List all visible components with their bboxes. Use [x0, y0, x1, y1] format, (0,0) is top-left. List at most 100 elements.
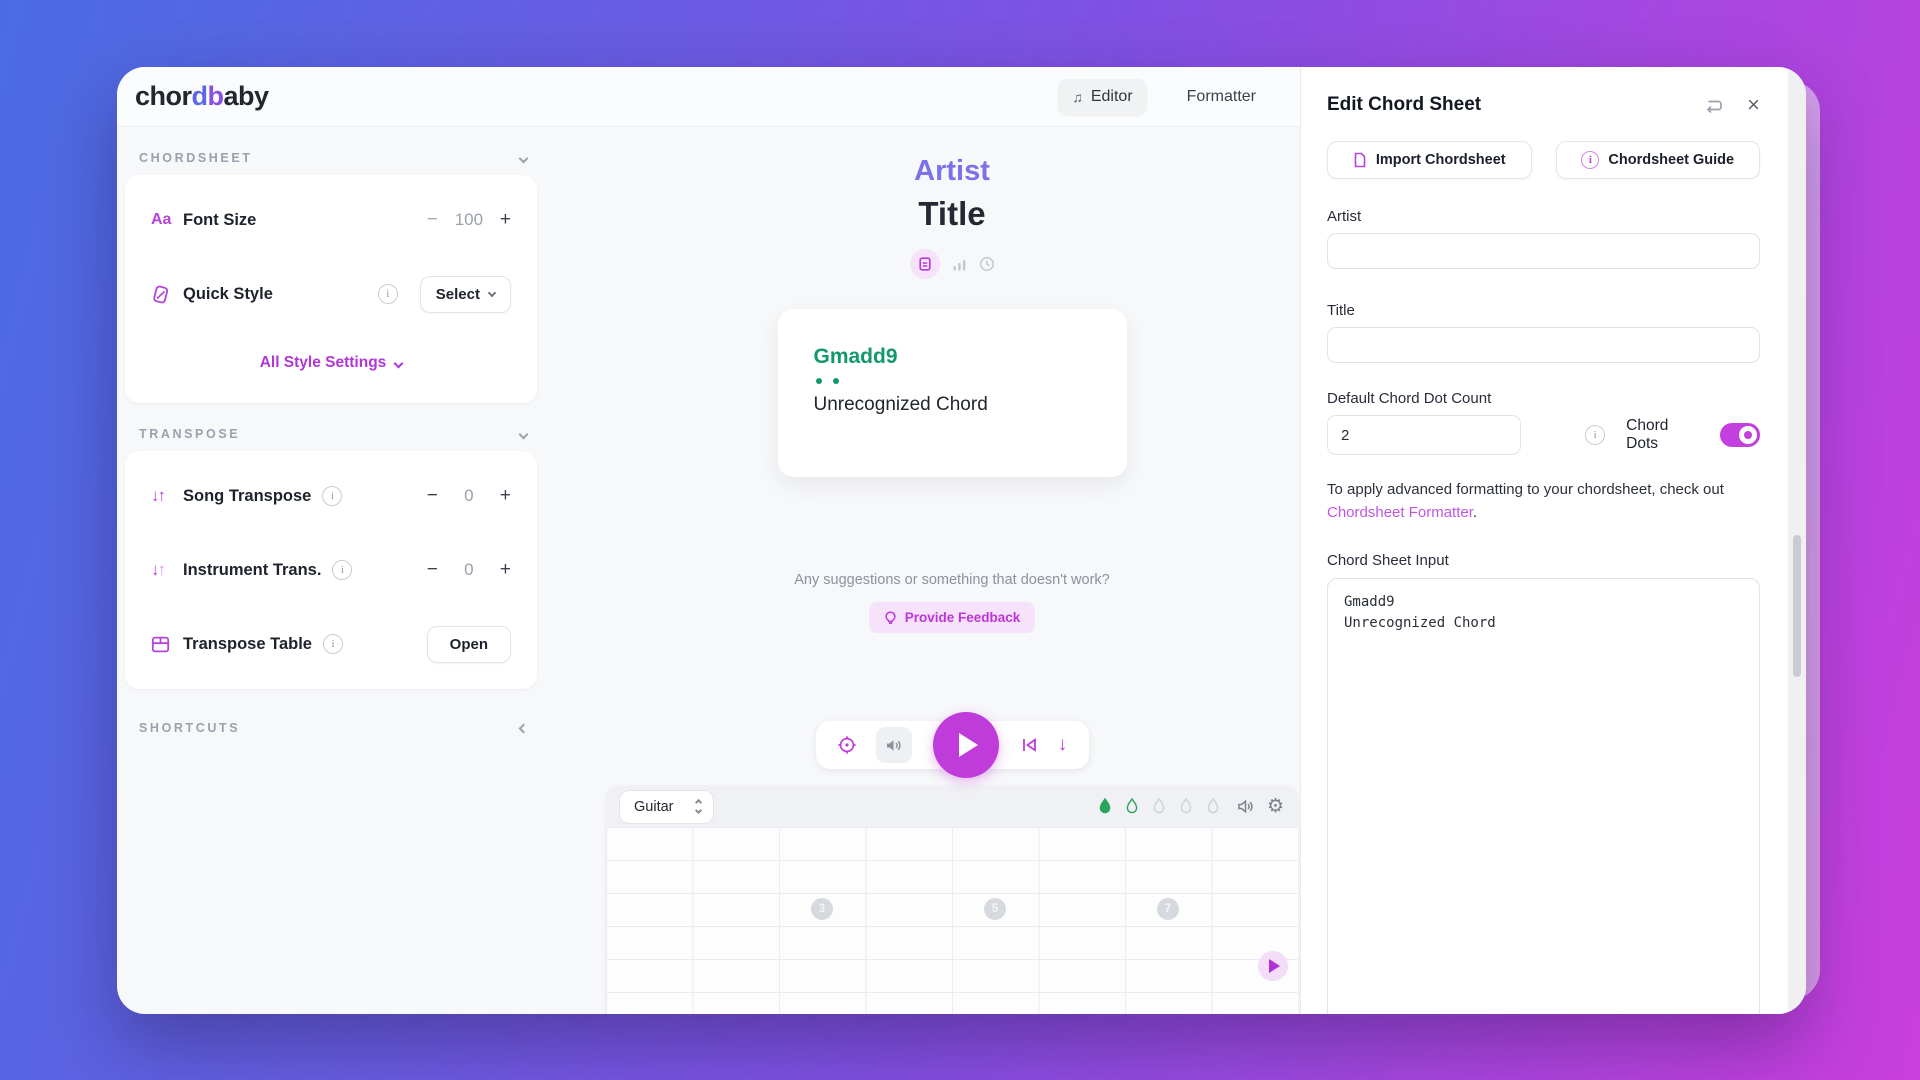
section-chordsheet[interactable]: CHORDSHEET: [125, 141, 537, 175]
chord-dots-toggle[interactable]: [1720, 423, 1760, 447]
logo-note-b: b: [207, 81, 225, 111]
quick-style-select-button[interactable]: Select: [419, 275, 511, 313]
transpose-table-open-label: Open: [449, 635, 488, 653]
font-size-value: 100: [454, 210, 484, 229]
song-transpose-decrease-button[interactable]: −: [426, 485, 438, 506]
guide-info-icon: i: [1581, 151, 1600, 169]
song-artist[interactable]: Artist: [914, 155, 990, 187]
chord-card[interactable]: Gmadd9 Unrecognized Chord: [777, 309, 1127, 477]
app-header: chordbaby ♫ Editor Formatter: [117, 67, 1300, 127]
skip-to-start-icon[interactable]: [1020, 737, 1039, 753]
font-size-increase-button[interactable]: +: [499, 209, 511, 230]
fretboard-panel: Guitar: [606, 786, 1298, 1014]
instrument-transpose-arrows-icon: ↓↑: [151, 560, 166, 579]
difficulty-flame-2-icon[interactable]: [1123, 797, 1141, 816]
dot-count-spinner: [1327, 415, 1522, 455]
chordsheet-guide-label: Chordsheet Guide: [1608, 152, 1735, 168]
section-shortcuts[interactable]: SHORTCUTS: [125, 711, 537, 745]
song-title[interactable]: Title: [918, 195, 986, 232]
mute-toggle-button[interactable]: [875, 727, 912, 763]
app-window: chordbaby ♫ Editor Formatter CHORDSHEET: [117, 67, 1806, 1014]
chevron-down-icon: [518, 429, 529, 439]
transpose-table-open-button[interactable]: Open: [426, 625, 511, 663]
fret-marker-3: 3: [811, 898, 833, 920]
all-style-settings-label: All Style Settings: [259, 354, 387, 371]
chord-sheet-textarea[interactable]: Gmadd9 Unrecognized Chord: [1327, 577, 1760, 1014]
song-transpose-value: 0: [464, 486, 474, 505]
tab-formatter[interactable]: Formatter: [1173, 79, 1270, 115]
fretboard-grid[interactable]: 3 5 7: [606, 827, 1298, 1014]
transpose-table-info-icon[interactable]: i: [323, 634, 343, 654]
play-icon: [958, 733, 978, 757]
dot-count-label: Default Chord Dot Count: [1327, 390, 1492, 407]
sidebar: CHORDSHEET Aa Font Size − 100 +: [117, 127, 557, 1014]
import-chordsheet-button[interactable]: Import Chordsheet: [1327, 141, 1532, 179]
quick-style-info-icon[interactable]: i: [377, 284, 398, 304]
history-clock-icon[interactable]: [979, 256, 995, 272]
instrument-transpose-info-icon[interactable]: i: [332, 560, 353, 580]
fretboard-speaker-icon[interactable]: [1237, 799, 1254, 814]
song-transpose-row: ↓↑ Song Transpose i − 0 +: [125, 459, 537, 533]
chord-dots-label: Chord Dots: [1626, 417, 1669, 452]
song-transpose-info-icon[interactable]: i: [322, 486, 343, 506]
logo-note-d: d: [191, 81, 209, 111]
chordsheet-formatter-link[interactable]: Chordsheet Formatter: [1327, 504, 1473, 522]
fretboard-settings-icon[interactable]: ⚙: [1266, 796, 1284, 817]
tab-formatter-label: Formatter: [1186, 87, 1256, 105]
instrument-transpose-stepper: − 0 +: [427, 559, 511, 581]
chord-dots-info-icon[interactable]: i: [1585, 425, 1606, 445]
instrument-transpose-increase-button[interactable]: +: [499, 559, 511, 580]
editor-canvas: Artist Title: [557, 127, 1300, 1014]
play-icon: [1269, 959, 1280, 973]
song-transpose-increase-button[interactable]: +: [499, 485, 511, 506]
transpose-card: ↓↑ Song Transpose i − 0 + ↓↑: [125, 451, 537, 689]
font-size-stepper: − 100 +: [427, 209, 511, 231]
play-button[interactable]: [932, 712, 999, 778]
provide-feedback-label: Provide Feedback: [904, 610, 1021, 625]
difficulty-flame-4-icon[interactable]: [1177, 797, 1195, 816]
tab-editor-label: Editor: [1090, 87, 1133, 105]
title-input[interactable]: [1327, 327, 1760, 363]
artist-field-label: Artist: [1327, 208, 1362, 225]
formatter-note: To apply advanced formatting to your cho…: [1327, 481, 1724, 522]
dot-count-input[interactable]: [1328, 416, 1521, 454]
instrument-transpose-label: Instrument Trans.: [183, 560, 322, 579]
toggle-knob: [1739, 426, 1757, 444]
section-transpose[interactable]: TRANSPOSE: [125, 417, 537, 451]
instrument-select[interactable]: Guitar: [619, 789, 714, 824]
difficulty-flame-1-icon[interactable]: [1096, 797, 1114, 816]
quick-style-row: Quick Style i Select: [125, 257, 537, 331]
edit-chord-sheet-panel: Edit Chord Sheet ×: [1300, 67, 1806, 1014]
song-transpose-label: Song Transpose: [183, 486, 312, 505]
quick-style-select-label: Select: [435, 285, 480, 303]
difficulty-flame-3-icon[interactable]: [1150, 797, 1168, 816]
view-tabs: ♫ Editor Formatter: [1058, 78, 1270, 115]
difficulty-flame-5-icon[interactable]: [1204, 797, 1222, 816]
quick-style-label: Quick Style: [183, 284, 273, 303]
scroll-down-icon[interactable]: ↓: [1057, 734, 1068, 755]
song-meta-icons: [606, 249, 1298, 279]
lightbulb-icon: [885, 610, 896, 624]
close-panel-icon[interactable]: ×: [1747, 92, 1760, 117]
panel-scrollbar[interactable]: [1788, 67, 1806, 1014]
section-shortcuts-label: SHORTCUTS: [139, 721, 241, 735]
chevron-left-icon: [518, 723, 529, 733]
tab-editor[interactable]: ♫ Editor: [1058, 78, 1147, 115]
chordsheet-guide-button[interactable]: i Chordsheet Guide: [1555, 141, 1760, 179]
metronome-target-icon[interactable]: [837, 735, 857, 755]
all-style-settings-link[interactable]: All Style Settings: [125, 331, 537, 395]
provide-feedback-button[interactable]: Provide Feedback: [868, 602, 1036, 633]
artist-input[interactable]: [1327, 233, 1760, 269]
fretboard-play-button[interactable]: [1258, 951, 1288, 981]
chord-description: Unrecognized Chord: [813, 394, 988, 415]
scrollbar-thumb[interactable]: [1793, 535, 1801, 677]
dock-panel-icon[interactable]: [1704, 97, 1725, 114]
instrument-transpose-decrease-button[interactable]: −: [426, 559, 438, 580]
chart-view-icon[interactable]: [952, 257, 967, 272]
font-size-decrease-button[interactable]: −: [426, 209, 438, 230]
song-transpose-stepper: − 0 +: [427, 485, 511, 507]
app-logo[interactable]: chordbaby: [135, 81, 269, 112]
document-view-icon[interactable]: [909, 249, 940, 279]
chevron-down-icon: [487, 288, 497, 297]
